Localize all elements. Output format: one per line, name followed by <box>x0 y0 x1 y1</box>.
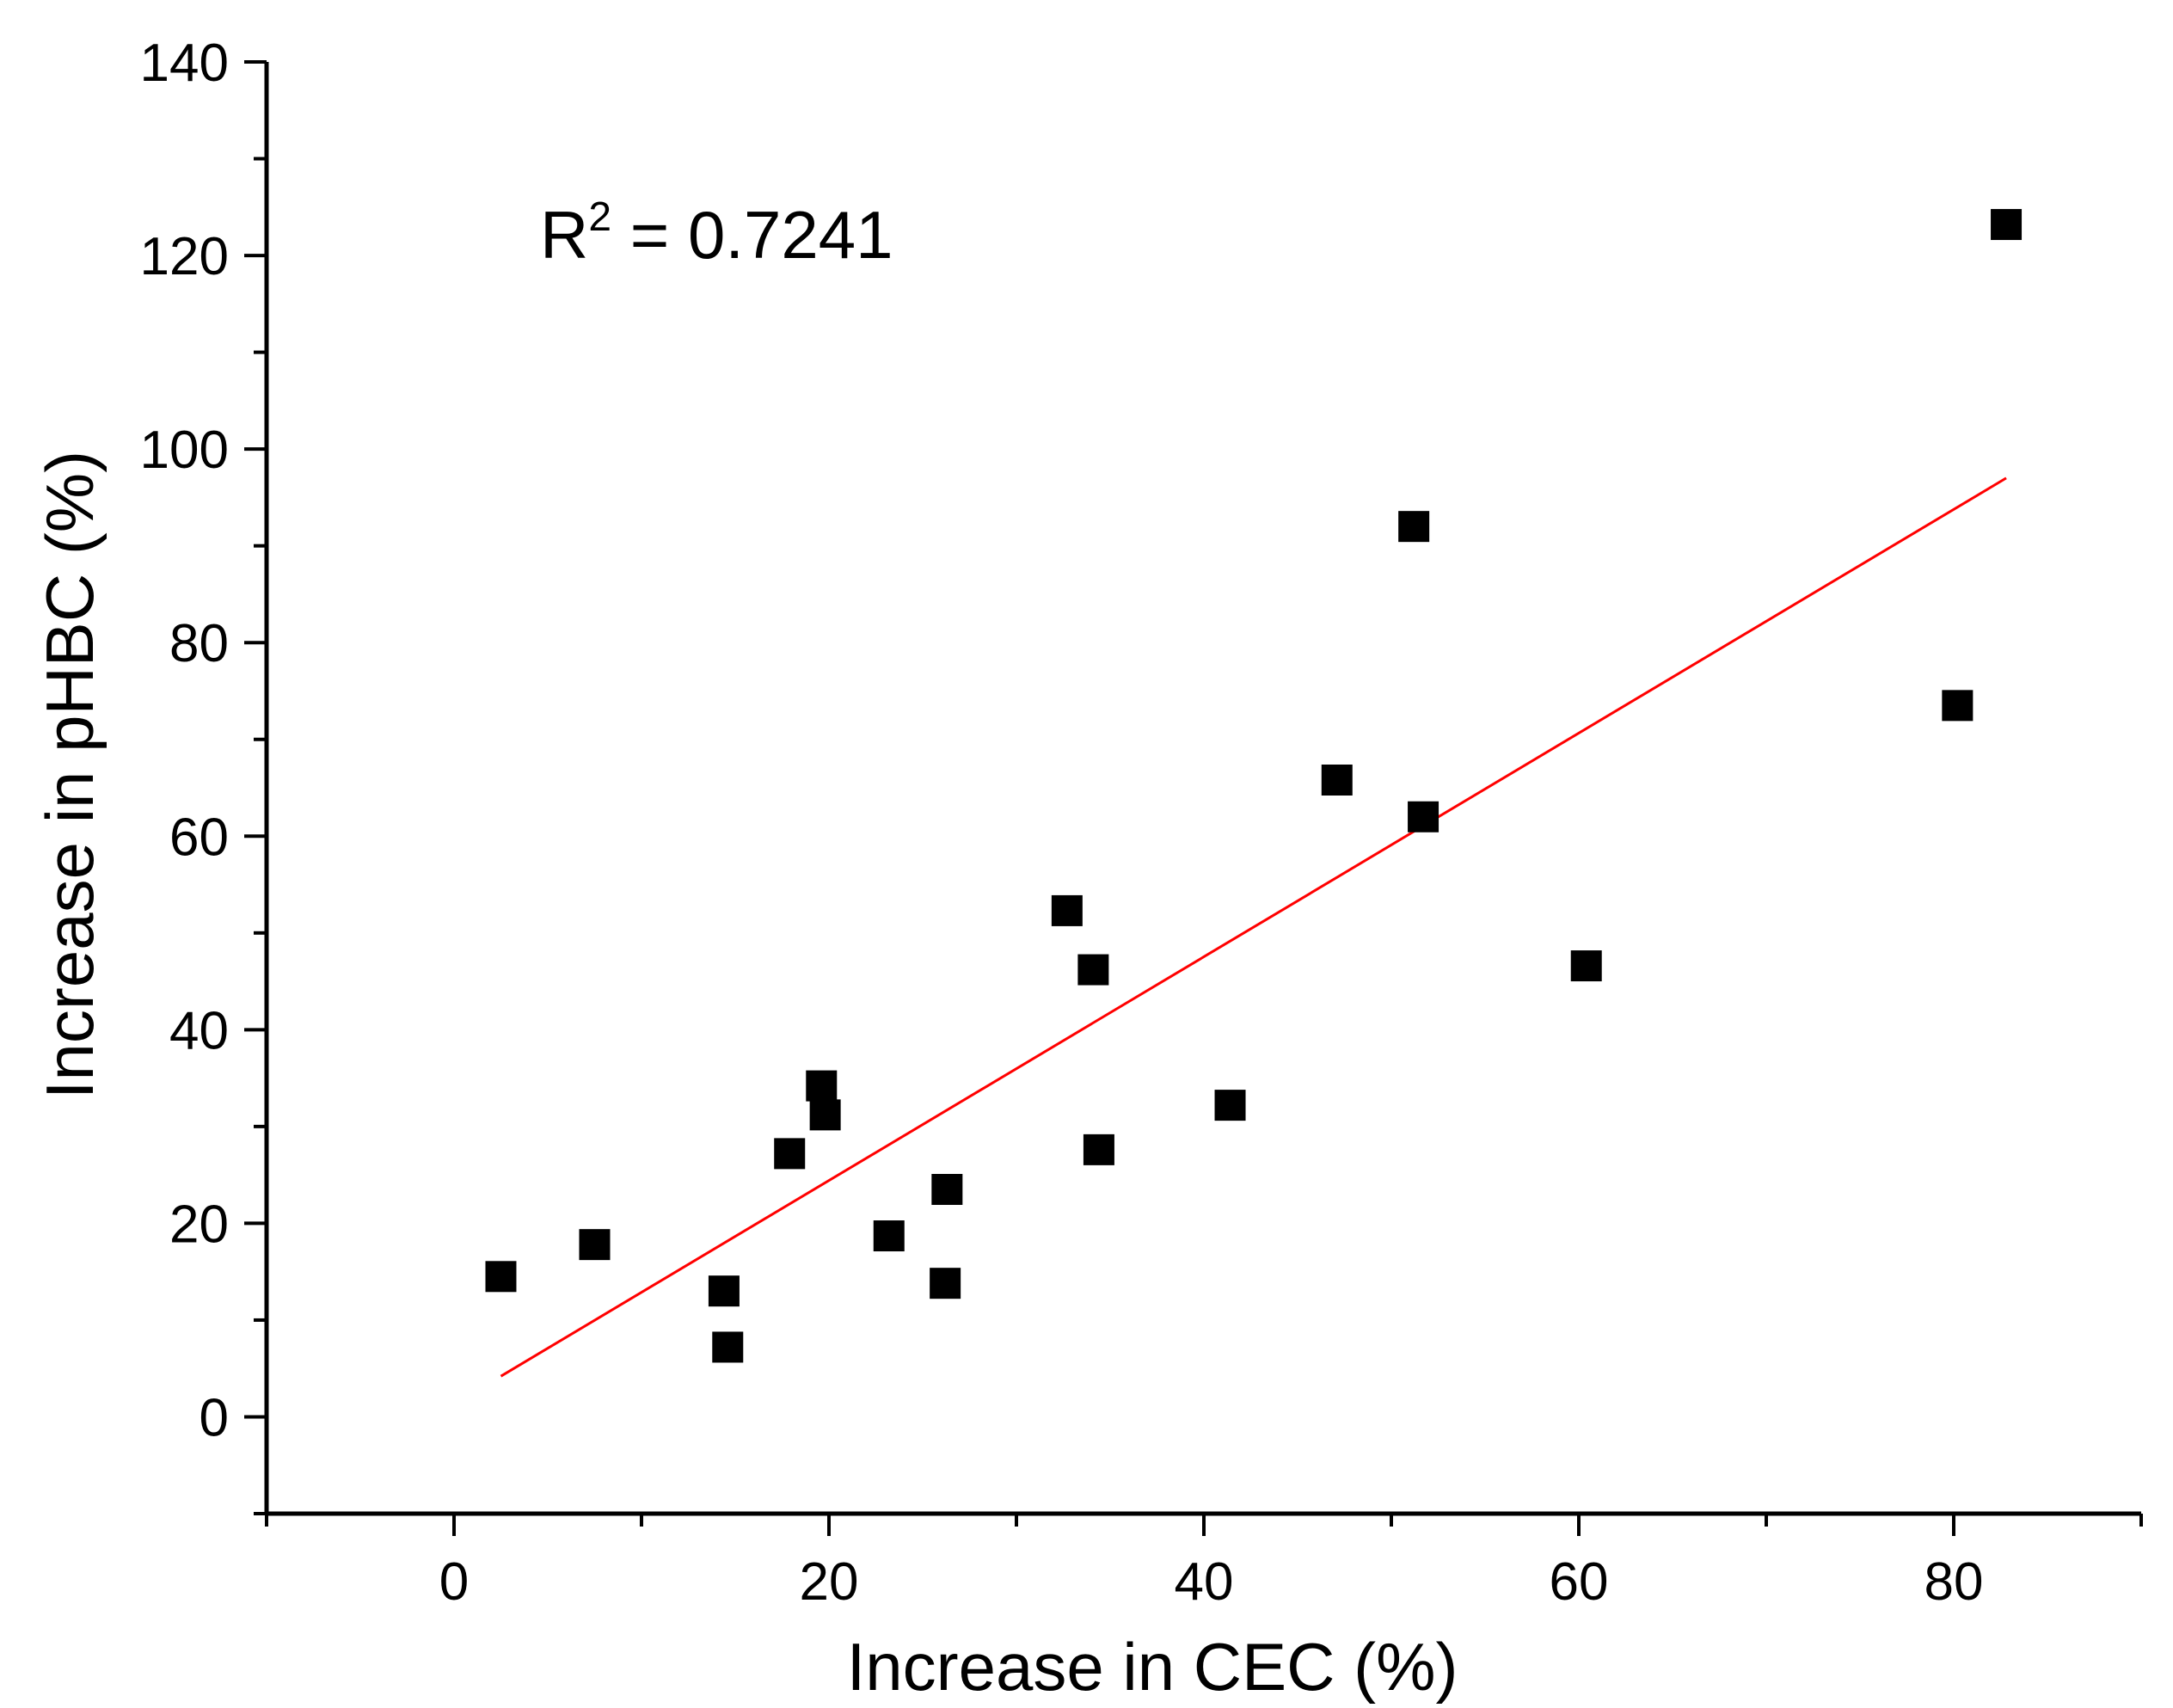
data-point <box>1077 954 1109 986</box>
axes: 0 20 40 60 80 100 120 140 0 20 40 60 80 <box>140 34 2143 1612</box>
data-point <box>1991 209 2023 241</box>
data-point <box>1214 1090 1246 1121</box>
data-point <box>712 1331 744 1363</box>
x-tick-label: 20 <box>800 1552 859 1612</box>
x-tick-label: 60 <box>1550 1552 1609 1612</box>
regression-line <box>500 476 2007 1378</box>
y-tick-label: 60 <box>169 808 229 867</box>
x-tick-label: 40 <box>1175 1552 1234 1612</box>
data-point <box>485 1261 517 1293</box>
x-axis-title: Increase in CEC (%) <box>847 1629 1458 1705</box>
y-tick-label: 120 <box>140 227 229 286</box>
data-point <box>930 1268 961 1299</box>
data-point <box>579 1229 611 1261</box>
y-tick-label: 140 <box>140 34 229 93</box>
data-point <box>1083 1134 1114 1165</box>
data-point <box>873 1220 905 1252</box>
data-point <box>1321 764 1353 796</box>
data-point <box>809 1099 841 1131</box>
r-squared-value: = 0.7241 <box>611 197 893 273</box>
r-squared-annotation: R2 = 0.7241 <box>540 194 893 273</box>
x-tick-label: 0 <box>439 1552 469 1612</box>
r-squared-superscript: 2 <box>588 194 611 240</box>
x-tick-label: 80 <box>1924 1552 1984 1612</box>
data-point <box>931 1174 963 1206</box>
data-point <box>774 1138 806 1170</box>
fit-line-group <box>500 476 2007 1378</box>
data-point <box>708 1275 740 1307</box>
data-point <box>806 1070 838 1102</box>
y-tick-label: 20 <box>169 1195 229 1254</box>
y-axis-title: Increase in pHBC (%) <box>32 451 107 1099</box>
data-point <box>1398 511 1430 543</box>
data-point <box>1051 894 1083 926</box>
r-squared-base: R <box>540 197 588 273</box>
y-tick-label: 0 <box>199 1388 229 1447</box>
data-point <box>1942 690 1974 722</box>
data-points <box>485 209 2023 1363</box>
data-point <box>1570 950 1602 982</box>
y-tick-label: 40 <box>169 1001 229 1060</box>
y-tick-label: 100 <box>140 421 229 480</box>
y-tick-label: 80 <box>169 614 229 673</box>
data-point <box>1408 801 1439 832</box>
